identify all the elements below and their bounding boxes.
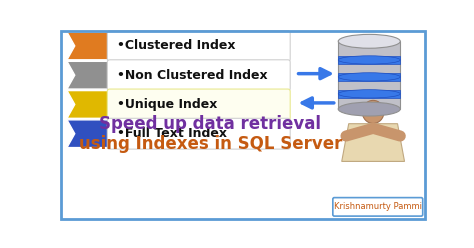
Text: •Clustered Index: •Clustered Index bbox=[118, 39, 236, 52]
Ellipse shape bbox=[338, 34, 400, 48]
FancyBboxPatch shape bbox=[338, 56, 400, 64]
Polygon shape bbox=[67, 91, 121, 118]
Polygon shape bbox=[67, 120, 121, 148]
Ellipse shape bbox=[338, 90, 400, 98]
Text: •Non Clustered Index: •Non Clustered Index bbox=[118, 69, 268, 82]
Text: Krishnamurty Pammi: Krishnamurty Pammi bbox=[334, 202, 422, 211]
FancyBboxPatch shape bbox=[107, 31, 290, 61]
Text: Speed up data retrieval: Speed up data retrieval bbox=[100, 116, 321, 133]
FancyBboxPatch shape bbox=[107, 118, 290, 149]
Polygon shape bbox=[67, 61, 121, 89]
Text: •Unique Index: •Unique Index bbox=[118, 98, 218, 111]
FancyBboxPatch shape bbox=[333, 198, 423, 216]
FancyBboxPatch shape bbox=[338, 41, 400, 109]
Ellipse shape bbox=[338, 73, 400, 81]
Ellipse shape bbox=[362, 100, 384, 124]
FancyBboxPatch shape bbox=[107, 89, 290, 120]
Text: using Indexes in SQL Server: using Indexes in SQL Server bbox=[79, 135, 342, 153]
FancyBboxPatch shape bbox=[107, 60, 290, 91]
Ellipse shape bbox=[338, 56, 400, 64]
FancyBboxPatch shape bbox=[338, 90, 400, 98]
Text: •Full Text Index: •Full Text Index bbox=[118, 127, 228, 140]
FancyBboxPatch shape bbox=[338, 73, 400, 81]
Polygon shape bbox=[342, 124, 404, 161]
Polygon shape bbox=[67, 32, 121, 60]
Ellipse shape bbox=[338, 102, 400, 116]
